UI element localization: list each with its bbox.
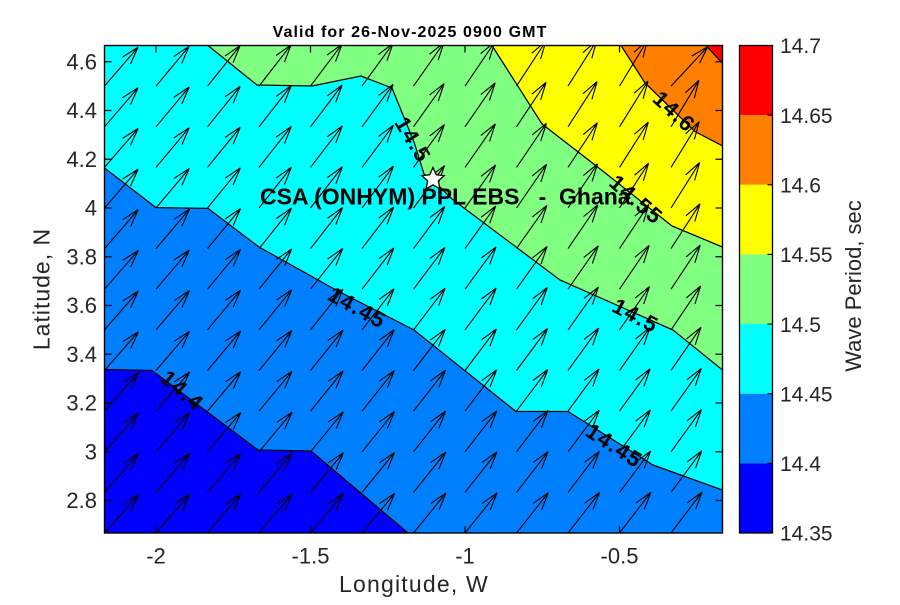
svg-text:4.4: 4.4: [66, 98, 97, 123]
svg-text:14.5: 14.5: [780, 314, 821, 337]
svg-text:Latitude, N: Latitude, N: [29, 228, 55, 350]
svg-text:Longitude, W: Longitude, W: [339, 571, 489, 597]
svg-text:4.6: 4.6: [66, 49, 97, 74]
svg-text:Valid for 26-Nov-2025 0900 GMT: Valid for 26-Nov-2025 0900 GMT: [273, 24, 548, 41]
svg-text:3.2: 3.2: [66, 391, 97, 416]
svg-text:-0.5: -0.5: [601, 544, 639, 569]
svg-text:2.8: 2.8: [66, 488, 97, 513]
svg-text:-1: -1: [455, 544, 475, 569]
svg-text:CSA (ONHYM) PPL EBS - Ghana: CSA (ONHYM) PPL EBS - Ghana: [260, 184, 631, 210]
svg-text:4.2: 4.2: [66, 147, 97, 172]
svg-text:14.55: 14.55: [780, 244, 833, 267]
svg-text:-2: -2: [146, 544, 166, 569]
svg-text:-1.5: -1.5: [292, 544, 330, 569]
svg-text:14.7: 14.7: [780, 35, 821, 58]
svg-text:14.65: 14.65: [780, 105, 833, 128]
svg-text:3: 3: [85, 439, 97, 464]
svg-text:3.6: 3.6: [66, 293, 97, 318]
svg-text:4: 4: [85, 196, 97, 221]
svg-text:14.45: 14.45: [780, 383, 833, 406]
svg-text:14.4: 14.4: [780, 453, 821, 476]
svg-text:14.35: 14.35: [780, 523, 833, 546]
svg-text:14.6: 14.6: [780, 175, 821, 198]
svg-text:3.8: 3.8: [66, 244, 97, 269]
svg-text:3.4: 3.4: [66, 342, 97, 367]
svg-text:Wave Period, sec: Wave Period, sec: [841, 200, 866, 372]
